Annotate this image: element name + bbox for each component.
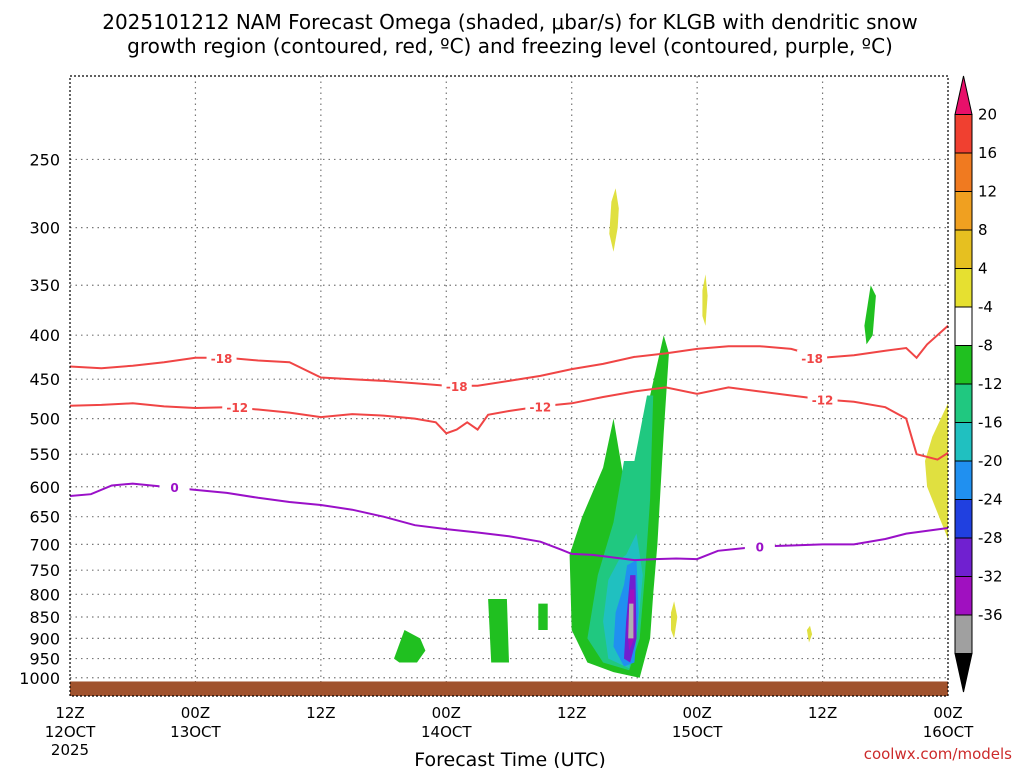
colorbar-bin-13 [954,576,973,616]
y-tick-label-750: 750 [29,561,60,580]
colorbar-tick-4: 4 [978,260,988,278]
omega-region-minus4-left [394,630,426,663]
x-tick-date-7: 16OCT [923,723,974,741]
y-tick-label-350: 350 [29,276,60,295]
colorbar-bin-15 [954,653,973,693]
ground-surface [70,681,948,696]
x-tick-date-1: 13OCT [170,723,221,741]
credit-text: coolwx.com/models [864,745,1012,763]
chart-title-line1: 2025101212 NAM Forecast Omega (shaded, μ… [102,10,918,34]
contour-label-dgz-minus12-1: -12 [530,400,552,414]
contour-freezing-level-0 [69,482,949,562]
chart-title-line2: growth region (contoured, red, ºC) and f… [127,34,893,58]
plot-frame [69,75,949,697]
colorbar-bin-2 [954,152,973,192]
colorbar-bin-8 [954,383,973,423]
plot-area: -18 -18 -18 -12 -12 -12 0 0 [69,76,949,696]
colorbar-bin-1 [954,114,973,154]
colorbar-tick-5: -4 [978,298,993,316]
x-tick-label-3: 00Z [432,704,461,722]
y-tick-label-650: 650 [29,508,60,527]
y-tick-label-900: 900 [29,629,60,648]
colorbar-tick-7: -12 [978,375,1003,393]
omega-region-4-right [925,403,948,539]
colorbar: 20 16 12 8 4 -4 -8 -12 -16 -20 -24 -28 -32 -36 [954,75,1003,693]
y-tick-label-600: 600 [29,478,60,497]
colorbar-bin-11 [954,499,973,539]
omega-region-minus4-topright [864,285,876,345]
colorbar-bin-9 [954,422,973,462]
colorbar-bin-12 [954,537,973,577]
omega-region-minus32 [628,603,634,639]
y-tick-label-700: 700 [29,535,60,554]
contour-label-bg [206,349,237,365]
colorbar-bin-5 [954,268,973,308]
contour-label-bg [807,391,838,407]
y-tick-label-850: 850 [29,608,60,627]
colorbar-bin-3 [954,191,973,231]
omega-region-minus4-mid [488,599,509,663]
x-tick-label-2: 12Z [306,704,335,722]
colorbar-bin-0 [954,75,973,115]
contour-label-dgz-minus18-1: -18 [446,380,468,394]
contour-label-bg [159,478,190,494]
contour-label-dgz-minus18-2: -18 [801,352,823,366]
contour-label-dgz-minus18-0: -18 [211,352,233,366]
contour-label-bg [744,538,775,554]
contour-label-bg [441,377,472,393]
colorbar-bin-14 [954,614,973,654]
y-tick-label-550: 550 [29,445,60,464]
x-tick-date-3: 14OCT [421,723,472,741]
contour-label-bg [222,399,253,415]
x-tick-year-0: 2025 [51,741,89,759]
y-tick-label-500: 500 [29,410,60,429]
colorbar-tick-0: 20 [978,106,997,124]
contour-label-bg [525,398,556,414]
omega-region-4-low [671,601,678,639]
colorbar-bin-10 [954,460,973,500]
omega-region-4-upper [609,188,619,252]
x-axis-label: Forecast Time (UTC) [414,749,605,768]
y-tick-label-250: 250 [29,150,60,169]
colorbar-tick-1: 16 [978,144,997,162]
colorbar-bin-4 [954,229,973,269]
axes: 250 300 350 400 450 500 550 600 650 700 750 800 850 9… [19,75,974,759]
x-tick-label-1: 00Z [181,704,210,722]
y-tick-label-400: 400 [29,326,60,345]
x-tick-label-5: 00Z [682,704,711,722]
y-tick-label-300: 300 [29,219,60,238]
x-tick-label-4: 12Z [557,704,586,722]
colorbar-tick-2: 12 [978,183,997,201]
y-tick-label-1000: 1000 [19,669,60,688]
contour-label-bg [797,349,828,365]
omega-region-minus4-small [538,603,548,630]
x-tick-label-6: 12Z [808,704,837,722]
omega-region-4-mid [702,274,708,326]
colorbar-tick-10: -24 [978,491,1003,509]
colorbar-bin-6 [954,306,973,346]
colorbar-tick-3: 8 [978,221,988,239]
contour-label-freezing-level-0-0: 0 [170,481,178,495]
y-tick-label-950: 950 [29,650,60,669]
contour-label-dgz-minus12-0: -12 [226,401,248,415]
y-tick-label-800: 800 [29,585,60,604]
x-tick-date-0: 12OCT [45,723,96,741]
x-tick-label-0: 12Z [55,704,84,722]
colorbar-tick-9: -20 [978,452,1003,470]
x-tick-label-7: 00Z [933,704,962,722]
x-tick-date-5: 15OCT [672,723,723,741]
omega-region-4-dot [806,625,813,643]
colorbar-tick-12: -32 [978,568,1003,586]
contour-label-dgz-minus12-2: -12 [812,393,834,407]
colorbar-bin-7 [954,345,973,385]
colorbar-tick-13: -36 [978,606,1003,624]
colorbar-tick-6: -8 [978,337,993,355]
colorbar-tick-8: -16 [978,414,1003,432]
y-tick-label-450: 450 [29,370,60,389]
colorbar-tick-11: -28 [978,529,1003,547]
contour-label-freezing-level-0-1: 0 [756,541,764,555]
